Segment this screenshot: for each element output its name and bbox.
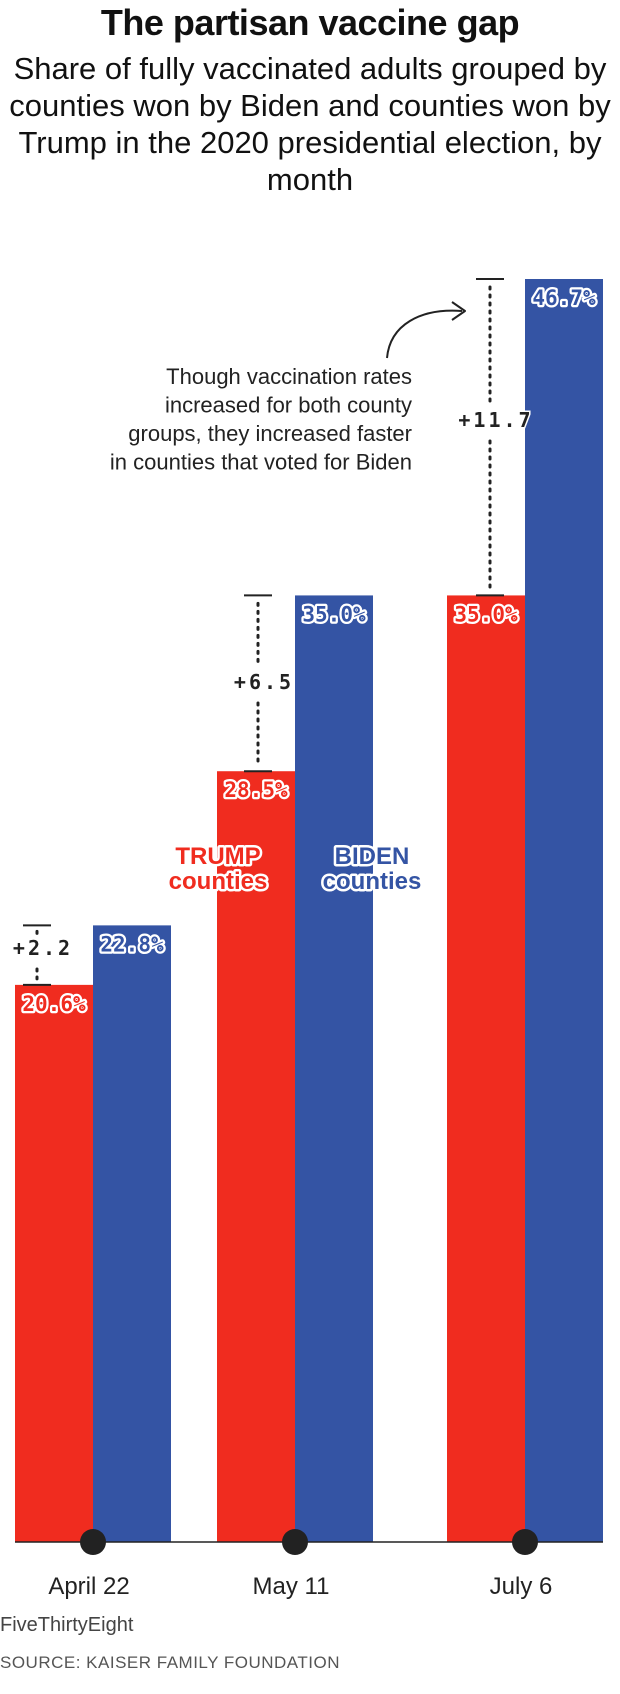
series-direct-label: counties (323, 868, 422, 895)
annotation-text: increased for both county (165, 393, 412, 418)
annotation-text: Though vaccination rates (166, 364, 412, 389)
series-direct-label: TRUMP (175, 843, 260, 870)
bar-value-label: 35.0% (454, 602, 518, 626)
source-note: SOURCE: KAISER FAMILY FOUNDATION (0, 1653, 340, 1672)
bar-biden-2 (525, 279, 603, 1542)
series-direct-label: BIDEN (335, 843, 410, 870)
chart-subtitle: Share of fully vaccinated adults grouped… (9, 51, 611, 197)
chart-title: The partisan vaccine gap (100, 2, 520, 43)
bar-biden-0 (93, 925, 171, 1542)
annotation-arrowhead (451, 301, 466, 321)
bar-value-label: 20.6% (22, 992, 86, 1016)
bar-trump-0 (15, 984, 93, 1542)
bar-trump-1 (217, 771, 295, 1542)
bar-biden-1 (295, 595, 373, 1542)
bar-value-label: 28.5% (224, 778, 288, 802)
brand-logo-text: FiveThirtyEight (0, 1614, 134, 1636)
annotation-text: groups, they increased faster (128, 421, 412, 446)
axis-marker-dot (80, 1529, 106, 1555)
axis-marker-dot (282, 1529, 308, 1555)
bar-trump-2 (447, 595, 525, 1542)
axis-marker-dot (512, 1529, 538, 1555)
x-tick-label: May 11 (253, 1573, 330, 1600)
gap-label: +11.7 (458, 408, 533, 432)
gap-label: +2.2 (13, 936, 73, 960)
x-tick-label: July 6 (490, 1573, 553, 1600)
gap-label: +6.5 (234, 670, 294, 694)
series-direct-label: counties (169, 868, 268, 895)
bar-value-label: 35.0% (302, 602, 366, 626)
bar-value-label: 46.7% (532, 286, 596, 310)
annotation-arrow (386, 309, 463, 359)
x-tick-label: April 22 (48, 1573, 129, 1600)
annotation-text: in counties that voted for Biden (110, 450, 412, 475)
bar-value-label: 22.8% (100, 932, 164, 956)
